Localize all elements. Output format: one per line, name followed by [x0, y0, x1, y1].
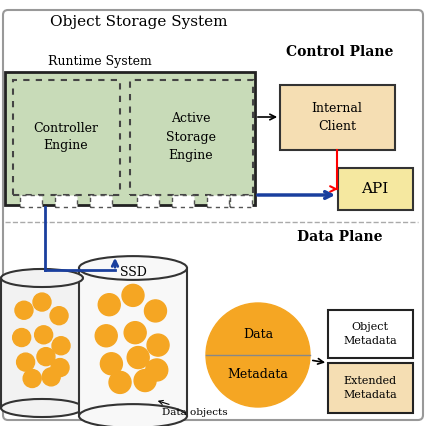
Circle shape	[50, 307, 68, 325]
Text: Object Storage System: Object Storage System	[50, 15, 227, 29]
Bar	[1, 278, 83, 408]
Text: Data: Data	[243, 328, 273, 342]
Circle shape	[52, 337, 70, 355]
Bar	[130, 80, 253, 195]
Text: Object
Metadata: Object Metadata	[343, 322, 397, 345]
Text: Controller
Engine: Controller Engine	[34, 121, 98, 153]
Circle shape	[13, 328, 31, 346]
Text: API: API	[361, 182, 389, 196]
Circle shape	[33, 293, 51, 311]
Circle shape	[35, 326, 53, 344]
Circle shape	[109, 371, 131, 393]
Ellipse shape	[79, 404, 187, 426]
Bar	[280, 85, 395, 150]
Circle shape	[124, 322, 146, 344]
Text: Metadata: Metadata	[227, 368, 288, 382]
Text: Internal
Client: Internal Client	[311, 101, 363, 132]
Ellipse shape	[79, 256, 187, 280]
Bar	[79, 268, 187, 416]
Circle shape	[122, 285, 144, 306]
Circle shape	[51, 359, 69, 377]
Text: Control Plane: Control Plane	[286, 45, 394, 59]
Circle shape	[147, 334, 169, 356]
Ellipse shape	[1, 399, 83, 417]
Bar	[20, 195, 42, 207]
Bar	[328, 310, 413, 358]
Text: Runtime System: Runtime System	[48, 55, 152, 69]
Bar	[90, 195, 112, 207]
Bar	[328, 363, 413, 413]
Circle shape	[15, 301, 33, 319]
Circle shape	[95, 325, 117, 347]
Bar	[230, 195, 252, 207]
Circle shape	[23, 369, 41, 388]
Circle shape	[127, 346, 149, 368]
Bar	[207, 195, 229, 207]
Bar	[55, 195, 77, 207]
Circle shape	[42, 368, 60, 386]
Bar	[137, 195, 159, 207]
Bar	[172, 195, 194, 207]
Circle shape	[37, 348, 55, 366]
Circle shape	[17, 353, 35, 371]
Circle shape	[144, 300, 167, 322]
Text: Extended
Metadata: Extended Metadata	[343, 377, 397, 400]
Circle shape	[101, 353, 122, 375]
Ellipse shape	[1, 269, 83, 287]
FancyBboxPatch shape	[3, 10, 423, 420]
Text: Active
Storage
Engine: Active Storage Engine	[166, 112, 216, 161]
Text: Data Plane: Data Plane	[297, 230, 383, 244]
Bar	[13, 80, 120, 195]
Circle shape	[98, 294, 120, 316]
Text: SSD: SSD	[120, 267, 147, 279]
Text: Data objects: Data objects	[159, 400, 228, 417]
Circle shape	[146, 359, 168, 381]
Bar	[338, 168, 413, 210]
FancyBboxPatch shape	[5, 72, 255, 205]
Circle shape	[206, 303, 310, 407]
Circle shape	[134, 369, 156, 391]
